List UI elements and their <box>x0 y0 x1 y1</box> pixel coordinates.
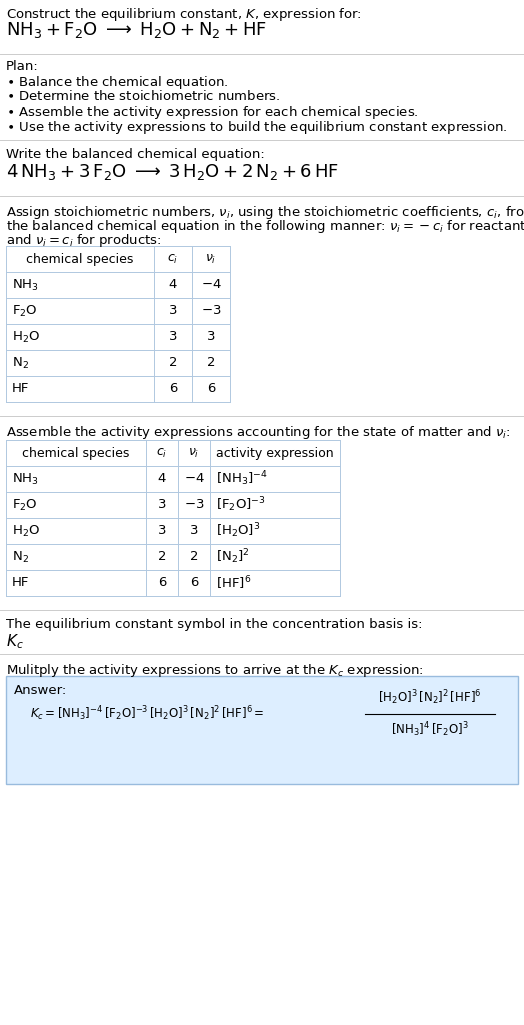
Text: $\nu_i$: $\nu_i$ <box>188 447 200 459</box>
Text: Construct the equilibrium constant, $K$, expression for:: Construct the equilibrium constant, $K$,… <box>6 6 362 23</box>
Text: 6: 6 <box>190 576 198 589</box>
Text: 4: 4 <box>169 279 177 291</box>
Text: Plan:: Plan: <box>6 60 39 73</box>
Text: 3: 3 <box>158 525 166 537</box>
Text: Answer:: Answer: <box>14 684 67 697</box>
Text: $[\mathrm{NH_3}]^{-4}$: $[\mathrm{NH_3}]^{-4}$ <box>216 469 268 488</box>
Text: $\nu_i$: $\nu_i$ <box>205 252 217 265</box>
Text: activity expression: activity expression <box>216 447 334 459</box>
Text: $\bullet$ Assemble the activity expression for each chemical species.: $\bullet$ Assemble the activity expressi… <box>6 104 419 121</box>
Text: 3: 3 <box>169 330 177 343</box>
Text: 2: 2 <box>190 550 198 564</box>
Text: $[\mathrm{NH_3}]^{4}\,[\mathrm{F_2O}]^{3}$: $[\mathrm{NH_3}]^{4}\,[\mathrm{F_2O}]^{3… <box>391 721 469 739</box>
Text: chemical species: chemical species <box>26 252 134 265</box>
Text: 6: 6 <box>169 382 177 396</box>
Text: 3: 3 <box>158 498 166 511</box>
Text: 2: 2 <box>207 357 215 369</box>
Text: $\bullet$ Balance the chemical equation.: $\bullet$ Balance the chemical equation. <box>6 74 228 91</box>
Text: $\mathrm{NH_3}$: $\mathrm{NH_3}$ <box>12 278 39 292</box>
Text: Assign stoichiometric numbers, $\nu_i$, using the stoichiometric coefficients, $: Assign stoichiometric numbers, $\nu_i$, … <box>6 204 524 221</box>
Text: $\mathrm{H_2O}$: $\mathrm{H_2O}$ <box>12 524 40 538</box>
Text: 2: 2 <box>158 550 166 564</box>
Text: $[\mathrm{H_2O}]^{3}\,[\mathrm{N_2}]^{2}\,[\mathrm{HF}]^{6}$: $[\mathrm{H_2O}]^{3}\,[\mathrm{N_2}]^{2}… <box>378 689 482 707</box>
Text: The equilibrium constant symbol in the concentration basis is:: The equilibrium constant symbol in the c… <box>6 618 422 631</box>
Text: $[\mathrm{HF}]^{6}$: $[\mathrm{HF}]^{6}$ <box>216 574 252 591</box>
Text: $[\mathrm{N_2}]^{2}$: $[\mathrm{N_2}]^{2}$ <box>216 547 249 567</box>
Text: $\mathrm{NH_3}$: $\mathrm{NH_3}$ <box>12 472 39 487</box>
Text: $c_i$: $c_i$ <box>156 447 168 459</box>
Text: 3: 3 <box>190 525 198 537</box>
Text: Write the balanced chemical equation:: Write the balanced chemical equation: <box>6 148 265 161</box>
Text: the balanced chemical equation in the following manner: $\nu_i = -c_i$ for react: the balanced chemical equation in the fo… <box>6 218 524 235</box>
Text: $\mathrm{F_2O}$: $\mathrm{F_2O}$ <box>12 303 38 319</box>
Text: $-4$: $-4$ <box>201 279 221 291</box>
Text: $K_c = [\mathrm{NH_3}]^{-4}\,[\mathrm{F_2O}]^{-3}\,[\mathrm{H_2O}]^{3}\,[\mathrm: $K_c = [\mathrm{NH_3}]^{-4}\,[\mathrm{F_… <box>30 704 265 724</box>
Text: $K_c$: $K_c$ <box>6 632 24 651</box>
Text: $c_i$: $c_i$ <box>167 252 179 265</box>
Text: HF: HF <box>12 382 29 396</box>
Text: and $\nu_i = c_i$ for products:: and $\nu_i = c_i$ for products: <box>6 232 161 249</box>
Text: $\mathrm{NH_3} + \mathrm{F_2O} \;\longrightarrow\; \mathrm{H_2O} + \mathrm{N_2} : $\mathrm{NH_3} + \mathrm{F_2O} \;\longri… <box>6 20 267 40</box>
Text: 6: 6 <box>158 576 166 589</box>
Text: $-3$: $-3$ <box>201 304 221 318</box>
Text: 4: 4 <box>158 473 166 486</box>
Text: $-4$: $-4$ <box>183 473 204 486</box>
Text: $\mathrm{N_2}$: $\mathrm{N_2}$ <box>12 549 29 565</box>
Text: $\bullet$ Use the activity expressions to build the equilibrium constant express: $\bullet$ Use the activity expressions t… <box>6 119 507 136</box>
Text: Mulitply the activity expressions to arrive at the $K_c$ expression:: Mulitply the activity expressions to arr… <box>6 662 424 679</box>
Text: 3: 3 <box>169 304 177 318</box>
Text: $\mathrm{F_2O}$: $\mathrm{F_2O}$ <box>12 497 38 512</box>
Text: 2: 2 <box>169 357 177 369</box>
Text: Assemble the activity expressions accounting for the state of matter and $\nu_i$: Assemble the activity expressions accoun… <box>6 424 511 441</box>
Text: $4\,\mathrm{NH_3} + 3\,\mathrm{F_2O} \;\longrightarrow\; 3\,\mathrm{H_2O} + 2\,\: $4\,\mathrm{NH_3} + 3\,\mathrm{F_2O} \;\… <box>6 162 339 182</box>
Text: $-3$: $-3$ <box>184 498 204 511</box>
FancyBboxPatch shape <box>6 676 518 784</box>
Text: $\bullet$ Determine the stoichiometric numbers.: $\bullet$ Determine the stoichiometric n… <box>6 89 280 103</box>
Text: 6: 6 <box>207 382 215 396</box>
Text: $[\mathrm{H_2O}]^{3}$: $[\mathrm{H_2O}]^{3}$ <box>216 522 260 540</box>
Text: chemical species: chemical species <box>23 447 129 459</box>
Text: $\mathrm{H_2O}$: $\mathrm{H_2O}$ <box>12 329 40 344</box>
Text: $[\mathrm{F_2O}]^{-3}$: $[\mathrm{F_2O}]^{-3}$ <box>216 496 266 515</box>
Text: $\mathrm{N_2}$: $\mathrm{N_2}$ <box>12 356 29 371</box>
Text: HF: HF <box>12 576 29 589</box>
Text: 3: 3 <box>207 330 215 343</box>
